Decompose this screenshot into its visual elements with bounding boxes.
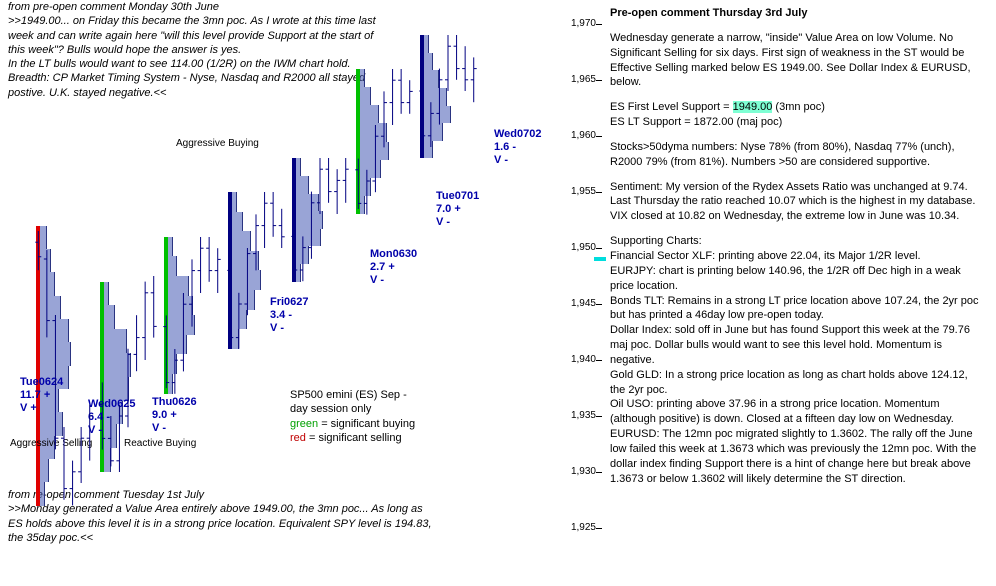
axis-tick-mark <box>596 80 602 81</box>
candle-series <box>162 233 222 398</box>
axis-label: 1,940 <box>571 354 596 365</box>
day-name: Wed0702 <box>494 128 542 141</box>
day-name: Mon0630 <box>370 248 417 261</box>
candle-series <box>418 31 478 157</box>
sc7: EURUSD: The 12mn poc migrated slightly t… <box>610 428 976 485</box>
commentary-panel: Pre-open comment Thursday 3rd July Wedne… <box>610 6 986 486</box>
axis-label: 1,950 <box>571 242 596 253</box>
support-levels: ES First Level Support = 1949.00 (3mn po… <box>610 100 986 130</box>
axis-label: 1,965 <box>571 74 596 85</box>
axis-label: 1,955 <box>571 186 596 197</box>
day-name: Thu0626 <box>152 396 197 409</box>
para-3: Sentiment: My version of the Rydex Asset… <box>610 180 986 225</box>
day-label: Wed07021.6 -V - <box>494 128 542 168</box>
lt4: Breadth: CP Market Timing System - Nyse,… <box>8 71 388 100</box>
page-root: Pre-open comment Thursday 3rd July Wedne… <box>0 0 996 586</box>
day-delta: 9.0 + <box>152 409 197 422</box>
legend-l4b: = significant selling <box>306 432 402 444</box>
lt2: >>1949.00... on Friday this became the 3… <box>8 14 388 57</box>
axis-tick-mark <box>596 248 602 249</box>
legend-l3: green = significant buying <box>290 417 415 431</box>
sc-head: Supporting Charts: <box>610 235 702 247</box>
day-volume: V - <box>436 216 479 229</box>
candle-series <box>226 188 286 353</box>
axis-tick-mark <box>596 528 602 529</box>
axis-label: 1,935 <box>571 410 596 421</box>
day-name: Tue0701 <box>436 190 479 203</box>
axis-tick-mark <box>596 304 602 305</box>
day-volume: V - <box>494 154 542 167</box>
day-delta: 7.0 + <box>436 203 479 216</box>
sup1-value: 1949.00 <box>733 101 773 113</box>
sup2: ES LT Support = 1872.00 (maj poc) <box>610 116 782 128</box>
sc4: Dollar Index: sold off in June but has f… <box>610 324 970 366</box>
axis-tick-mark <box>596 472 602 473</box>
legend-l2: day session only <box>290 402 415 416</box>
lt3: In the LT bulls would want to see 114.00… <box>8 57 388 71</box>
candle-series <box>34 227 94 509</box>
sc1: Financial Sector XLF: printing above 22.… <box>610 250 921 262</box>
sup1-prefix: ES First Level Support = <box>610 101 733 113</box>
title: Pre-open comment Thursday 3rd July <box>610 6 986 21</box>
sc5: Gold GLD: In a strong price location as … <box>610 369 968 396</box>
day-label: Mon06302.7 +V - <box>370 248 417 288</box>
axis-tick-mark <box>596 416 602 417</box>
day-delta: 2.7 + <box>370 261 417 274</box>
legend-l4: red = significant selling <box>290 431 415 445</box>
candle-series <box>290 154 350 285</box>
para-2: Stocks>50dyma numbers: Nyse 78% (from 80… <box>610 140 986 170</box>
day-delta: 1.6 - <box>494 141 542 154</box>
sc3: Bonds TLT: Remains in a strong LT price … <box>610 295 979 322</box>
legend-red: red <box>290 432 306 444</box>
sc2: EURJPY: chart is printing below 140.96, … <box>610 265 961 292</box>
legend-l3b: = significant buying <box>318 418 415 430</box>
axis-highlight-mark <box>594 257 606 261</box>
prev-comment-mon: from pre-open comment Monday 30th June >… <box>8 0 388 100</box>
legend-l1: SP500 emini (ES) Sep - <box>290 388 415 402</box>
day-volume: V - <box>370 274 417 287</box>
axis-tick-mark <box>596 360 602 361</box>
day-label: Thu06269.0 +V - <box>152 396 197 436</box>
day-label: Tue07017.0 +V - <box>436 190 479 230</box>
supporting-charts: Supporting Charts: Financial Sector XLF:… <box>610 234 986 486</box>
axis-label: 1,970 <box>571 18 596 29</box>
legend-green: green <box>290 418 318 430</box>
axis-tick-mark <box>596 192 602 193</box>
axis-tick-mark <box>596 24 602 25</box>
candle-series <box>98 272 158 476</box>
sup1-suffix: (3mn poc) <box>772 101 825 113</box>
chart-annotation: Aggressive Buying <box>176 138 259 149</box>
candle-series <box>354 65 414 219</box>
lt1: from pre-open comment Monday 30th June <box>8 0 388 14</box>
axis-label: 1,960 <box>571 130 596 141</box>
axis-label: 1,945 <box>571 298 596 309</box>
chart-legend: SP500 emini (ES) Sep - day session only … <box>290 388 415 445</box>
sc6: Oil USO: printing above 37.96 in a stron… <box>610 398 954 425</box>
para-1: Wednesday generate a narrow, "inside" Va… <box>610 31 986 90</box>
axis-label: 1,930 <box>571 466 596 477</box>
day-volume: V - <box>152 422 197 435</box>
axis-label: 1,925 <box>571 522 596 533</box>
axis-tick-mark <box>596 136 602 137</box>
